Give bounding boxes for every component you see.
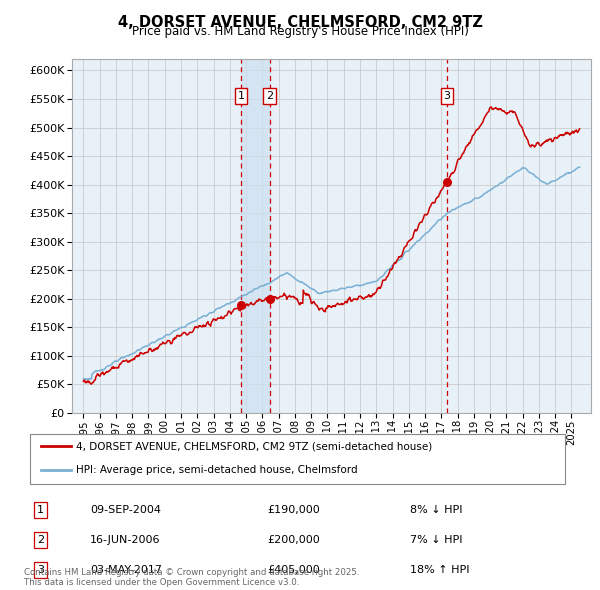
Text: £405,000: £405,000 bbox=[267, 565, 320, 575]
Text: 8% ↓ HPI: 8% ↓ HPI bbox=[410, 505, 463, 515]
Text: 03-MAY-2017: 03-MAY-2017 bbox=[90, 565, 162, 575]
Text: 4, DORSET AVENUE, CHELMSFORD, CM2 9TZ (semi-detached house): 4, DORSET AVENUE, CHELMSFORD, CM2 9TZ (s… bbox=[76, 441, 433, 451]
Text: 3: 3 bbox=[443, 91, 451, 101]
Text: 09-SEP-2004: 09-SEP-2004 bbox=[90, 505, 161, 515]
Text: 2: 2 bbox=[266, 91, 274, 101]
Text: Contains HM Land Registry data © Crown copyright and database right 2025.
This d: Contains HM Land Registry data © Crown c… bbox=[24, 568, 359, 587]
Text: Price paid vs. HM Land Registry's House Price Index (HPI): Price paid vs. HM Land Registry's House … bbox=[131, 25, 469, 38]
Text: 1: 1 bbox=[37, 505, 44, 515]
Text: 18% ↑ HPI: 18% ↑ HPI bbox=[410, 565, 470, 575]
Text: 1: 1 bbox=[238, 91, 245, 101]
Text: 2: 2 bbox=[37, 535, 44, 545]
Text: 16-JUN-2006: 16-JUN-2006 bbox=[90, 535, 161, 545]
Text: HPI: Average price, semi-detached house, Chelmsford: HPI: Average price, semi-detached house,… bbox=[76, 465, 358, 475]
Text: 4, DORSET AVENUE, CHELMSFORD, CM2 9TZ: 4, DORSET AVENUE, CHELMSFORD, CM2 9TZ bbox=[118, 15, 482, 30]
Text: £190,000: £190,000 bbox=[267, 505, 320, 515]
Text: 7% ↓ HPI: 7% ↓ HPI bbox=[410, 535, 463, 545]
Text: 3: 3 bbox=[37, 565, 44, 575]
FancyBboxPatch shape bbox=[29, 434, 565, 484]
Bar bbox=[241, 59, 270, 413]
Text: £200,000: £200,000 bbox=[267, 535, 320, 545]
